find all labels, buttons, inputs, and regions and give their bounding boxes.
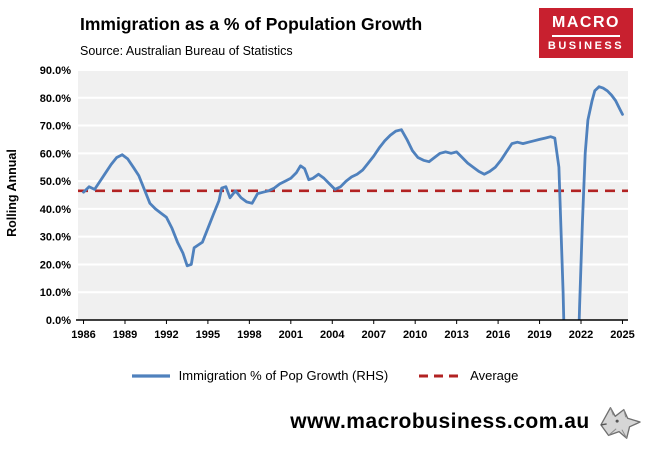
x-tick-label: 2004 xyxy=(320,329,345,341)
y-tick-label: 70.0% xyxy=(40,121,71,133)
x-tick-label: 2022 xyxy=(569,329,593,341)
y-tick-label: 40.0% xyxy=(40,204,71,216)
y-tick-label: 90.0% xyxy=(40,65,71,77)
x-tick-label: 2019 xyxy=(527,329,551,341)
legend-dash-icon xyxy=(419,374,462,377)
y-tick-label: 30.0% xyxy=(40,232,71,244)
logo-line-macro: MACRO xyxy=(552,14,620,31)
x-tick-label: 1986 xyxy=(71,329,95,341)
wolf-logo-icon xyxy=(600,407,641,439)
y-tick-label: 20.0% xyxy=(40,259,71,271)
chart-canvas: 0.0% 10.0% 20.0% 30.0% 40.0% 50.0% 60.0% 70.0% 8… xyxy=(40,65,635,341)
source-caption: Source: Australian Bureau of Statistics xyxy=(80,44,293,58)
x-tick-label: 2010 xyxy=(403,329,427,341)
y-tick-label: 80.0% xyxy=(40,93,71,105)
legend-entry-series: Immigration % of Pop Growth (RHS) xyxy=(131,368,389,383)
series-line xyxy=(82,85,624,320)
x-tick-label: 1995 xyxy=(196,329,220,341)
page-title: Immigration as a % of Population Growth xyxy=(80,14,423,34)
legend-entry-average: Average xyxy=(418,368,518,383)
y-tick-label: 0.0% xyxy=(46,315,71,327)
x-tick-label: 1989 xyxy=(113,329,137,341)
legend-line-icon xyxy=(131,373,170,378)
website-url: www.macrobusiness.com.au xyxy=(290,410,590,433)
x-tick-label: 1998 xyxy=(237,329,261,341)
x-tick-label: 2001 xyxy=(279,329,303,341)
x-tick-label: 2016 xyxy=(486,329,510,341)
y-tick-label: 10.0% xyxy=(40,287,71,299)
x-tick-label: 1992 xyxy=(154,329,178,341)
legend-series-label: Immigration % of Pop Growth (RHS) xyxy=(178,368,389,383)
logo-divider xyxy=(552,35,620,37)
logo-line-business: BUSINESS xyxy=(547,40,625,52)
x-tick-label: 2013 xyxy=(444,329,468,341)
y-tick-label: 50.0% xyxy=(40,176,71,188)
legend-average-label: Average xyxy=(470,368,519,383)
x-tick-label: 2007 xyxy=(361,329,385,341)
y-tick-label: 60.0% xyxy=(40,148,71,160)
chart-legend: Immigration % of Pop Growth (RHS) Averag… xyxy=(0,368,649,383)
macrobusiness-logo: MACRO BUSINESS xyxy=(539,8,633,58)
x-tick-label: 2025 xyxy=(610,329,634,341)
